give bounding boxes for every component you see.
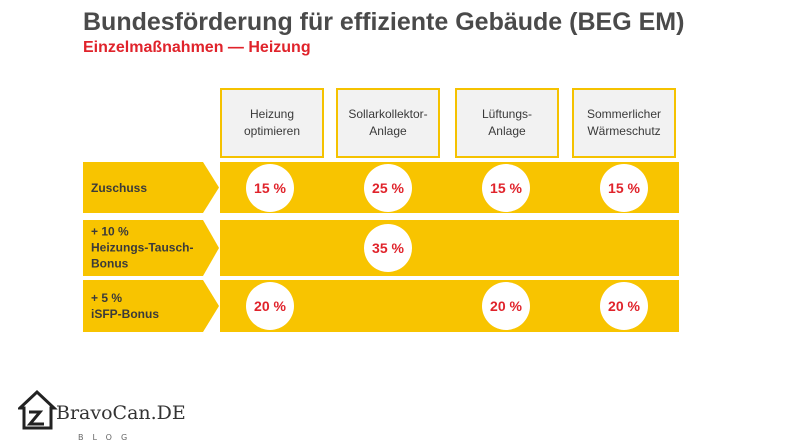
logo-subtext: BLOG (78, 433, 137, 442)
value-circle: 25 % (364, 164, 412, 212)
row-label-text: + 10 % Heizungs-Tausch- Bonus (91, 224, 194, 272)
row-label-text: + 5 % iSFP-Bonus (91, 290, 159, 321)
column-header-lueftung: Lüftungs- Anlage (455, 88, 559, 158)
logo-text: BravoCan.DE (56, 402, 186, 424)
value-circle: 15 % (246, 164, 294, 212)
column-header-solar: Sollarkollektor- Anlage (336, 88, 440, 158)
value-circle: 20 % (600, 282, 648, 330)
page-title: Bundesförderung für effiziente Gebäude (… (83, 8, 685, 36)
value-circle: 20 % (246, 282, 294, 330)
brand-logo: BravoCan.DE BLOG (18, 388, 208, 444)
row-band-heizungs-tausch (220, 220, 679, 276)
value-circle: 15 % (482, 164, 530, 212)
house-icon (18, 389, 58, 430)
column-header-waermeschutz: Sommerlicher Wärmeschutz (572, 88, 676, 158)
row-label-zuschuss: Zuschuss (83, 162, 219, 213)
page-subtitle: Einzelmaßnahmen — Heizung (83, 39, 311, 56)
column-header-heizung: Heizung optimieren (220, 88, 324, 158)
row-label-text: Zuschuss (91, 180, 148, 195)
row-label-heizungs-tausch: + 10 % Heizungs-Tausch- Bonus (83, 220, 219, 276)
row-label-isfp: + 5 % iSFP-Bonus (83, 280, 219, 332)
value-circle: 15 % (600, 164, 648, 212)
value-circle: 20 % (482, 282, 530, 330)
value-circle: 35 % (364, 224, 412, 272)
